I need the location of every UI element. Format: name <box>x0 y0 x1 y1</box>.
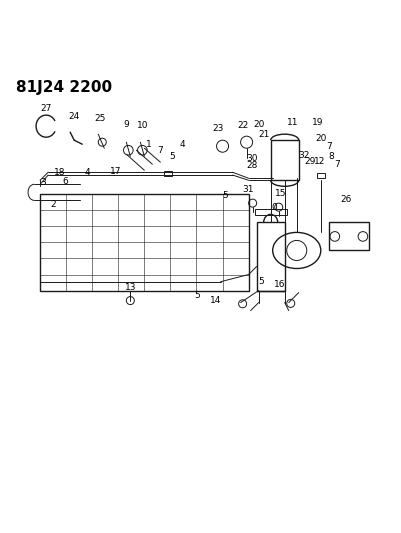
Text: 20: 20 <box>253 119 264 128</box>
Text: 5: 5 <box>170 152 175 161</box>
Text: 16: 16 <box>274 280 285 289</box>
Text: 18: 18 <box>54 168 65 177</box>
Text: 8: 8 <box>329 152 334 161</box>
Bar <box>271 140 299 180</box>
Text: 11: 11 <box>287 118 298 127</box>
Text: 22: 22 <box>238 121 249 130</box>
Text: 2: 2 <box>50 200 56 209</box>
Text: 24: 24 <box>69 111 80 120</box>
Bar <box>164 171 172 176</box>
Text: 26: 26 <box>340 195 351 204</box>
Text: 19: 19 <box>312 118 324 127</box>
Text: 27: 27 <box>41 103 52 112</box>
Text: 13: 13 <box>125 283 136 292</box>
Text: 30: 30 <box>246 154 257 163</box>
Text: 20: 20 <box>315 134 326 143</box>
Text: 1: 1 <box>146 141 151 149</box>
Text: 4: 4 <box>180 141 185 149</box>
Bar <box>255 209 287 215</box>
Text: 0: 0 <box>272 203 277 212</box>
Text: 32: 32 <box>298 150 310 159</box>
Text: 5: 5 <box>194 291 200 300</box>
Text: 5: 5 <box>259 277 264 286</box>
Text: 23: 23 <box>213 124 224 133</box>
Bar <box>257 222 285 290</box>
Text: 12: 12 <box>314 157 326 166</box>
Text: 6: 6 <box>63 176 68 185</box>
Text: 7: 7 <box>158 146 163 155</box>
Bar <box>329 222 369 251</box>
Bar <box>40 195 249 290</box>
Text: 4: 4 <box>85 168 90 177</box>
Text: 5: 5 <box>223 191 228 200</box>
Text: 9: 9 <box>124 119 129 128</box>
Text: 17: 17 <box>110 166 121 175</box>
Text: 7: 7 <box>326 142 332 151</box>
Text: 81J24 2200: 81J24 2200 <box>16 80 112 95</box>
Text: 21: 21 <box>258 131 269 140</box>
Text: 15: 15 <box>275 189 286 198</box>
Text: 31: 31 <box>242 185 253 194</box>
Text: 10: 10 <box>137 121 148 130</box>
Text: 3: 3 <box>41 178 46 187</box>
Text: 29: 29 <box>304 157 316 166</box>
Text: 28: 28 <box>246 161 257 170</box>
Text: 25: 25 <box>95 114 106 123</box>
Text: 7: 7 <box>334 160 340 169</box>
Bar <box>317 173 325 178</box>
Text: 14: 14 <box>210 296 221 305</box>
